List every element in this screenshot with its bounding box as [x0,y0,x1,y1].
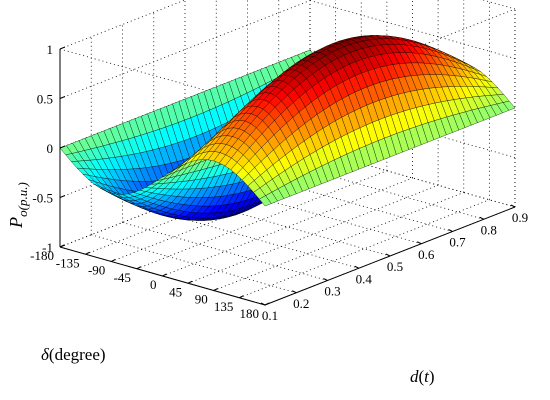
floor-gridline [239,199,490,299]
x-tick-mark [59,244,65,248]
x-tick-label: 135 [214,299,234,314]
y-tick-mark [323,278,328,281]
y-axis-label-var: t [424,367,430,386]
x-tick-label: 90 [195,292,208,307]
y-tick-label: 0.8 [481,222,497,237]
y-tick-mark [354,265,359,269]
x-tick-mark [264,302,270,306]
z-tick-label: 0 [47,141,54,156]
wall-gridline [59,0,187,50]
x-tick-label: -135 [56,255,80,270]
floor-gridline [85,155,336,255]
x-axis-label-text: (degree) [49,345,106,364]
x-tick-mark [213,288,218,291]
z-axis-label-main: P [6,217,26,229]
floor-gridline [213,192,464,291]
z-axis-label: Po(p.u.) [6,182,30,229]
z-axis-label-sub: o(p.u.) [15,182,30,217]
y-axis-label-close: ) [429,367,435,386]
z-tick-mark [59,46,66,50]
x-tick-mark [85,251,90,255]
z-tick-mark [59,145,66,149]
x-tick-mark [162,273,167,277]
y-tick-mark [510,204,516,208]
x-tick-label: 0 [150,277,157,292]
floor-gridline [162,177,413,277]
x-tick-mark [136,266,142,270]
z-tick-label: -1 [42,240,53,255]
floor-gridline [136,170,388,270]
x-axis-label-symbol: δ [41,345,50,364]
y-tick-mark [448,229,453,232]
y-tick-mark [385,253,391,257]
y-tick-label: 0.9 [512,210,528,225]
x-tick-label: -90 [88,263,105,278]
x-tick-mark [187,280,193,284]
y-tick-mark [292,290,297,294]
y-tick-mark [417,241,422,245]
x-tick-mark [239,295,244,299]
y-axis-line [264,206,516,306]
y-tick-label: 0.2 [293,296,309,311]
z-tick-label: 1 [47,42,54,57]
y-tick-label: 0.6 [418,247,435,262]
surface-patch [259,195,272,207]
x-tick-label: -45 [114,270,131,285]
y-tick-label: 0.3 [324,284,340,299]
x-tick-label: 180 [240,306,260,321]
x-tick-mark [111,259,116,262]
y-tick-label: 0.7 [449,235,466,250]
z-tick-label: 0.5 [37,92,53,107]
y-tick-label: 0.1 [262,308,278,323]
wall-gridline [59,148,311,248]
axis-ticks: -1 -0.5 0 0.5 1 180 135 90 45 0 -45 -90 -135-180 0.1 0… [30,42,528,323]
surface-mesh [59,35,516,221]
y-axis-label-open: ( [419,367,425,386]
y-axis-label-symbol: d [410,367,419,386]
z-tick-mark [59,195,66,198]
floor-gridline [187,184,439,284]
z-tick-label: -0.5 [32,191,53,206]
x-tick-label: -180 [30,248,54,263]
wall-gridline [59,0,311,99]
x-tick-label: 45 [169,284,182,299]
y-tick-label: 0.4 [356,271,373,286]
y-axis-label: d(t) [410,367,435,386]
y-tick-mark [260,302,266,306]
y-tick-label: 0.5 [387,259,403,274]
y-tick-mark [479,216,484,220]
floor-gridline [111,163,362,262]
x-axis-label: δ(degree) [41,345,106,364]
floor-gridline [122,222,328,281]
z-tick-mark [59,96,66,99]
